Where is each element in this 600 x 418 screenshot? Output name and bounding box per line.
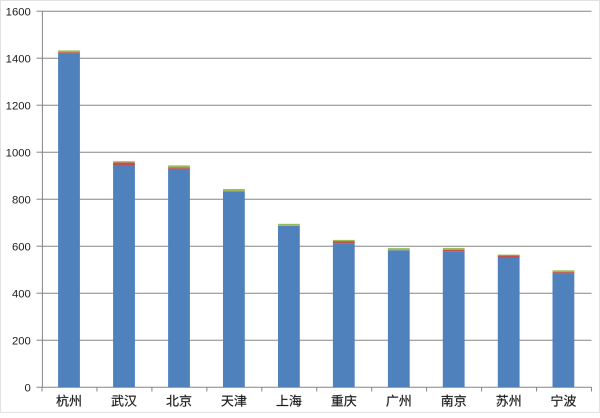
svg-text:600: 600 xyxy=(12,242,31,254)
svg-text:1600: 1600 xyxy=(6,7,31,19)
svg-text:1200: 1200 xyxy=(6,101,31,113)
svg-text:400: 400 xyxy=(12,289,31,301)
svg-text:200: 200 xyxy=(12,336,31,348)
svg-text:0: 0 xyxy=(25,383,31,395)
svg-text:1400: 1400 xyxy=(6,54,31,66)
svg-text:1000: 1000 xyxy=(6,148,31,160)
svg-text:800: 800 xyxy=(12,195,31,207)
